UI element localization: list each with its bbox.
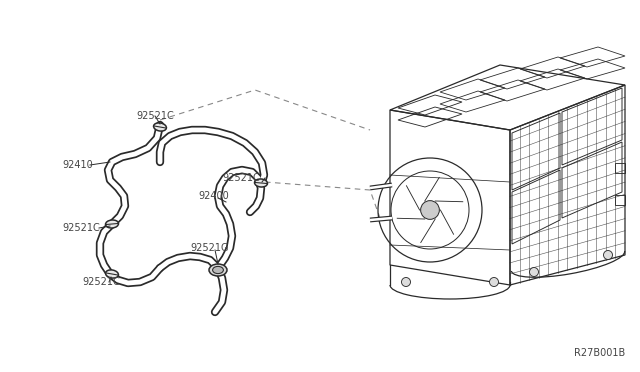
Ellipse shape xyxy=(106,270,118,278)
Text: 92410: 92410 xyxy=(62,160,93,170)
Circle shape xyxy=(604,250,612,260)
Circle shape xyxy=(490,278,499,286)
Text: 92521G: 92521G xyxy=(190,243,228,253)
Ellipse shape xyxy=(209,264,227,276)
Text: 92521C: 92521C xyxy=(62,223,100,233)
Text: 92521C: 92521C xyxy=(82,277,120,287)
Text: 92521C: 92521C xyxy=(136,111,173,121)
Text: 92400: 92400 xyxy=(198,191,228,201)
Circle shape xyxy=(420,201,439,219)
Circle shape xyxy=(401,278,410,286)
Ellipse shape xyxy=(154,123,166,131)
Ellipse shape xyxy=(212,266,223,273)
Text: R27B001B: R27B001B xyxy=(573,348,625,358)
Ellipse shape xyxy=(255,179,268,187)
Text: 92521C: 92521C xyxy=(222,173,260,183)
Ellipse shape xyxy=(106,220,118,228)
Circle shape xyxy=(529,267,538,276)
